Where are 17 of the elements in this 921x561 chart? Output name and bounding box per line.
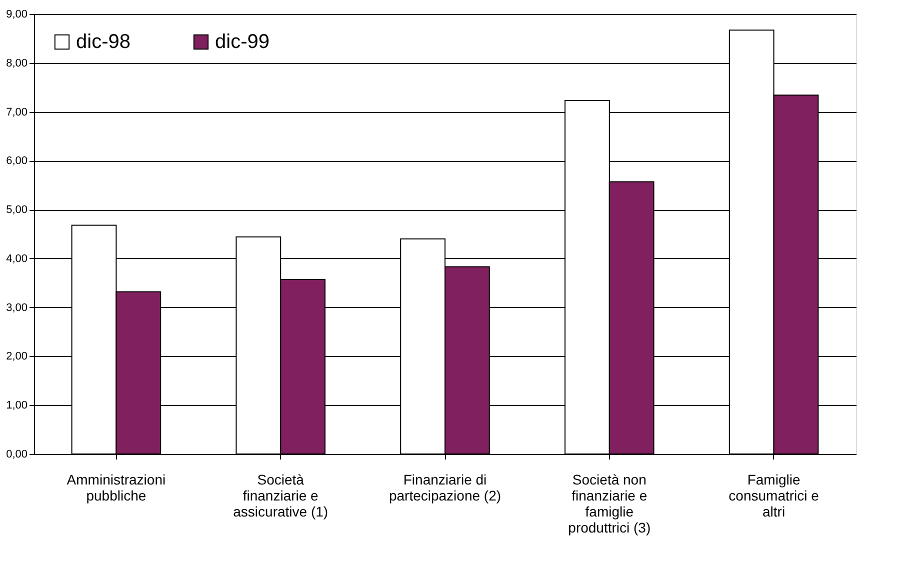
y-tick-label: 4,00 [6,252,28,265]
y-tick-label: 5,00 [6,204,28,216]
y-tick-label: 1,00 [6,400,28,412]
x-tick-label: Famiglie consumatrici e altri [728,472,820,520]
y-tick-label: 9,00 [6,8,28,20]
y-tick-label: 3,00 [6,302,28,314]
legend-label: dic-98 [76,31,130,53]
x-tick-label: Società non finanziarie e famiglie produttrici (3) [568,472,651,536]
y-tick-label: 0,00 [6,448,28,460]
y-tick-label: 8,00 [6,57,28,70]
x-tick-label: Società finanziarie e assicurative (1) [233,472,328,520]
x-tick-label: Amministrazioni pubbliche [66,472,166,504]
y-tick-label: 2,00 [6,350,28,363]
x-tick-label: Finanziarie di partecipazione (2) [388,472,502,504]
y-tick-label: 6,00 [6,155,28,168]
legend-label: dic-99 [215,31,270,53]
y-tick-label: 7,00 [6,106,28,118]
